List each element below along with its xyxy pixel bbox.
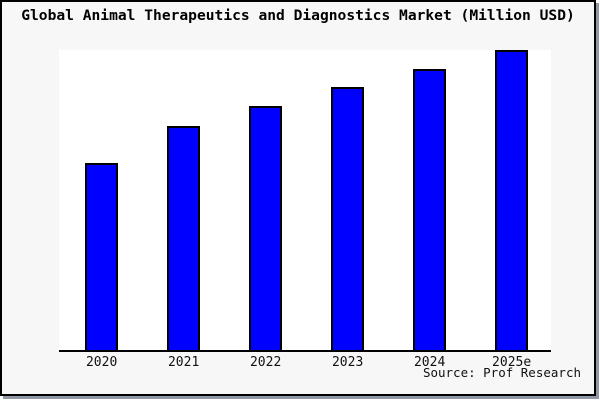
bar-2024 xyxy=(413,69,446,350)
bar-2022 xyxy=(249,106,282,350)
x-tick-label-2025e: 2025e xyxy=(492,355,532,370)
x-axis-tick-labels: 2020 2021 2022 2023 2024 2025e xyxy=(59,355,551,373)
bar-2021 xyxy=(167,126,200,350)
x-tick-label-2020: 2020 xyxy=(85,355,118,370)
chart-title: Global Animal Therapeutics and Diagnosti… xyxy=(21,7,575,24)
bar-2025e xyxy=(495,50,528,350)
plot-area xyxy=(59,50,551,352)
bar-2020 xyxy=(85,163,118,350)
bar-2023 xyxy=(331,87,364,350)
source-credit: Source: Prof Research xyxy=(422,365,581,380)
x-tick-label-2022: 2022 xyxy=(249,355,282,370)
x-tick-label-2023: 2023 xyxy=(331,355,364,370)
x-tick-label-2024: 2024 xyxy=(413,355,446,370)
x-tick-label-2021: 2021 xyxy=(167,355,200,370)
